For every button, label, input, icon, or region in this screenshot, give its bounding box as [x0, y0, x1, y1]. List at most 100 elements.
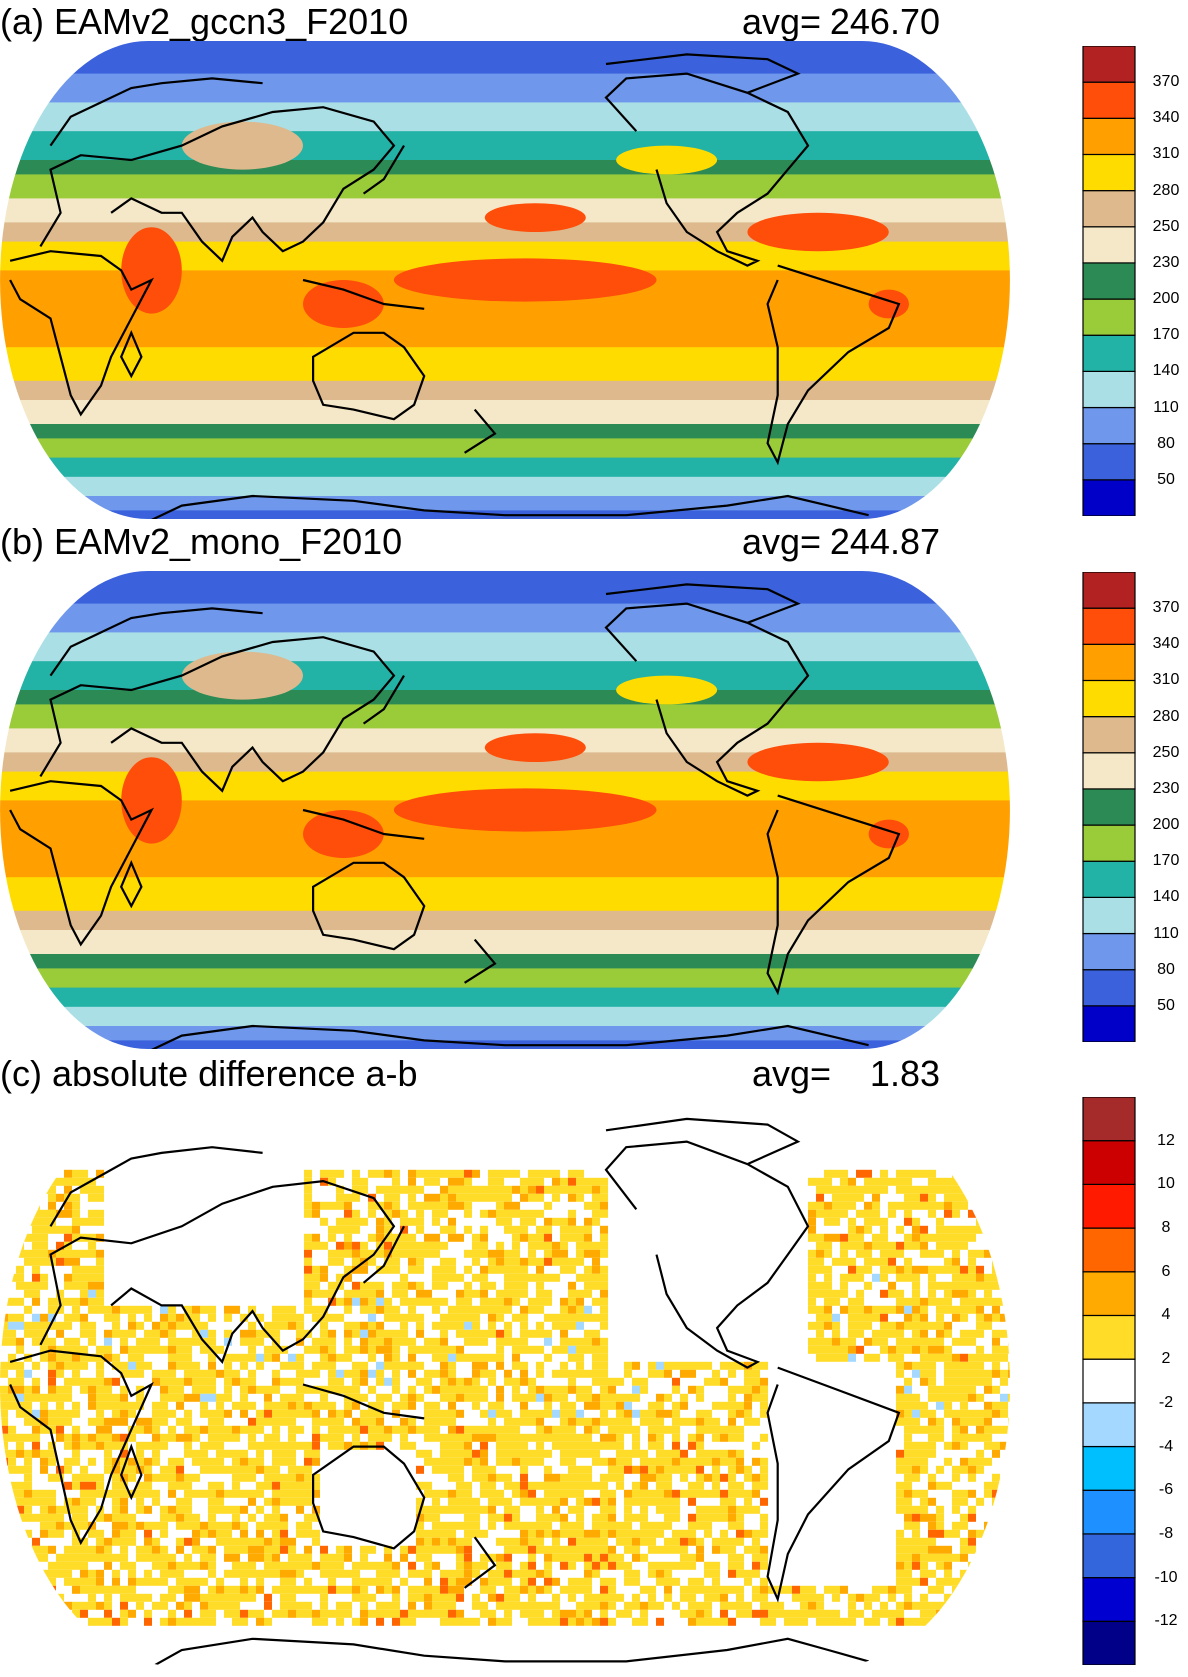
colorbar-label: 110 [1153, 398, 1179, 416]
map-band [0, 968, 1010, 989]
colorbar-box [1082, 1577, 1136, 1622]
coastline [49, 607, 263, 677]
colorbar-label: 250 [1152, 217, 1180, 235]
colorbar-box [1082, 370, 1136, 409]
map-region [484, 733, 586, 762]
map-region [393, 788, 657, 832]
colorbar-box [1082, 1227, 1136, 1273]
coastlines [9, 583, 901, 1049]
map-band [0, 930, 1010, 955]
colorbar-box [1082, 406, 1136, 445]
map-band [0, 496, 1010, 511]
map-region [181, 121, 303, 170]
map-region [616, 145, 718, 175]
colorbar-box [1082, 824, 1136, 862]
coastline [464, 938, 497, 984]
coastline [464, 408, 497, 454]
map-band [0, 571, 1010, 605]
colorbar-label: 250 [1152, 743, 1180, 761]
colorbar-box [1082, 1097, 1136, 1142]
map-band [0, 954, 1010, 969]
coastline [604, 1140, 810, 1369]
panel-c: (c) absolute difference a-b avg= 1.83 -1… [0, 1054, 1188, 1677]
colorbar-box [1082, 572, 1136, 609]
map-band [0, 603, 1010, 633]
colorbar-box [1082, 1005, 1136, 1042]
colorbar-label: 110 [1153, 924, 1179, 942]
colorbar-box [1082, 1140, 1136, 1185]
map-region [484, 203, 586, 233]
colorbar-box [1082, 1533, 1136, 1579]
colorbar-label: 200 [1152, 816, 1180, 834]
colorbar-label: 170 [1152, 852, 1180, 870]
map-field [0, 41, 1010, 519]
colorbar-label: 4 [1161, 1306, 1171, 1324]
coastline [362, 675, 405, 725]
colorbar-box [1082, 226, 1136, 264]
coastline [766, 264, 901, 466]
colorbar-label: 310 [1152, 671, 1180, 689]
map-band [0, 632, 1010, 662]
coastline [151, 1024, 869, 1049]
map-band [0, 457, 1010, 478]
map-band [0, 438, 1010, 459]
colorbar-box [1082, 716, 1136, 754]
world-map [0, 571, 1010, 1049]
coastline [49, 77, 263, 147]
map-band [0, 1006, 1010, 1027]
map-band [0, 690, 1010, 705]
colorbar-label: 230 [1152, 253, 1180, 271]
panel-title: (b) EAMv2_mono_F2010 [0, 521, 403, 562]
colorbar-label: 6 [1161, 1262, 1171, 1280]
colorbar-label: 50 [1157, 470, 1175, 488]
colorbar-label: 140 [1152, 888, 1180, 906]
map-region [121, 757, 182, 844]
coastline [605, 53, 801, 94]
avg-label: avg= [742, 521, 822, 562]
panel-title: (c) absolute difference a-b [0, 1053, 418, 1094]
map-band [0, 131, 1010, 161]
colorbar-box [1082, 969, 1136, 1007]
coastline [9, 780, 155, 947]
colorbar-box [1082, 1314, 1136, 1360]
colorbar [1082, 1097, 1136, 1665]
colorbar-box [1082, 443, 1136, 481]
coastline [9, 250, 155, 417]
map-band [0, 910, 1010, 931]
coastline [605, 583, 801, 624]
colorbar-label: -8 [1158, 1524, 1174, 1542]
colorbar-label: -2 [1158, 1393, 1174, 1411]
coastline [362, 145, 405, 195]
colorbar-box [1082, 679, 1136, 718]
map-region [868, 819, 909, 849]
coastline [302, 808, 425, 840]
coastline [49, 1146, 263, 1227]
coastlines [9, 1117, 901, 1666]
colorbar-box [1082, 752, 1136, 790]
coastline [150, 1637, 869, 1666]
colorbar-box [1082, 1445, 1136, 1491]
coastline [362, 1225, 405, 1284]
colorbar-box [1082, 1183, 1136, 1229]
map-band [0, 347, 1010, 382]
colorbar-label: 12 [1157, 1131, 1175, 1149]
avg-value: 246.70 [829, 1, 940, 42]
map-band [0, 843, 1010, 878]
colorbar-label: 80 [1157, 960, 1175, 978]
map-band [0, 1026, 1010, 1041]
coastline [604, 72, 810, 267]
map-region [747, 212, 889, 252]
colorbar-label: 50 [1157, 996, 1175, 1014]
map-region [616, 675, 718, 705]
world-map [0, 41, 1010, 519]
colorbar-label: 230 [1152, 779, 1180, 797]
map-band [0, 313, 1010, 348]
map-band [0, 424, 1010, 439]
colorbar-box [1082, 153, 1136, 192]
colorbar-box [1082, 643, 1136, 682]
colorbar-box [1082, 1489, 1136, 1535]
colorbar-box [1082, 298, 1136, 336]
colorbar-box [1082, 334, 1136, 372]
map-band [0, 102, 1010, 132]
coastline [120, 1443, 143, 1501]
